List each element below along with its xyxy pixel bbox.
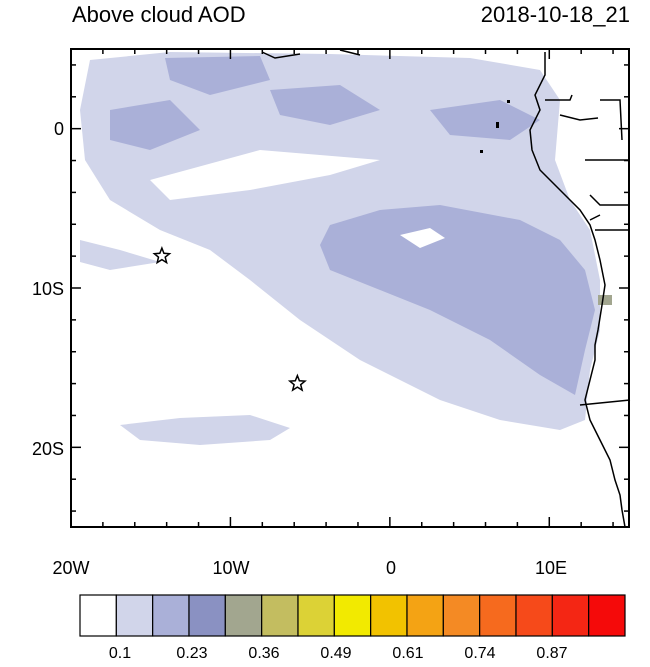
colorbar-swatch (551, 594, 590, 637)
colorbar-swatch (297, 594, 335, 637)
x-label-0: 0 (385, 558, 396, 578)
aod-region-medium-5 (430, 100, 540, 140)
island-3 (480, 150, 483, 153)
colorbar-label-7: 0.87 (536, 645, 568, 662)
colorbar (79, 594, 626, 637)
island-1 (496, 122, 499, 128)
colorbar-swatch (115, 594, 154, 637)
aod-region-medium-3 (270, 85, 380, 125)
colorbar-label-1: 0.1 (108, 645, 132, 662)
axis-ticks (70, 49, 629, 527)
colorbar-swatch (442, 594, 481, 637)
colorbar-label-3: 0.36 (248, 645, 280, 662)
aod-region-medium-4 (110, 100, 200, 150)
aod-gap-2 (150, 150, 380, 200)
station-markers (152, 246, 307, 392)
colorbar-label-6: 0.74 (464, 645, 496, 662)
y-label-20s: 20S (31, 439, 64, 459)
colorbar-swatch (261, 594, 299, 637)
colorbar-swatch (79, 594, 117, 637)
islands (480, 100, 510, 153)
colorbar-swatch (370, 594, 408, 637)
colorbar-swatch (333, 594, 372, 637)
aod-region-light-2 (120, 415, 290, 445)
colorbar-swatch (188, 594, 226, 637)
colorbar-swatch (588, 594, 626, 637)
aod-region-medium-2 (165, 56, 270, 95)
star-marker-1 (152, 246, 172, 265)
y-label-0: 0 (53, 119, 64, 139)
colorbar-swatch (152, 594, 190, 637)
x-label-10w: 10W (212, 558, 250, 578)
timestamp: 2018-10-18_21 (480, 2, 630, 27)
aod-gap (400, 228, 445, 248)
colorbar-label-4: 0.49 (320, 645, 352, 662)
star-marker-2 (287, 373, 307, 392)
x-label-10e: 10E (534, 558, 568, 578)
coastline (261, 49, 631, 528)
aod-region-medium (320, 205, 595, 395)
country-borders (545, 94, 631, 406)
gulf-border (261, 49, 361, 59)
africa-coastline (529, 52, 626, 528)
aod-region-light-3 (80, 240, 160, 270)
map-title: Above cloud AOD (72, 2, 246, 27)
aod-region-high (598, 295, 612, 305)
colorbar-swatch (515, 594, 553, 637)
colorbar-label-2: 0.23 (176, 645, 208, 662)
colorbar-swatch (479, 594, 517, 637)
colorbar-swatch (406, 594, 444, 637)
colorbar-label-5: 0.61 (392, 645, 424, 662)
colorbar-swatch (224, 594, 263, 637)
island-2 (507, 100, 510, 103)
aod-field (80, 52, 612, 445)
x-label-20w: 20W (52, 558, 90, 578)
y-label-10s: 10S (31, 279, 64, 299)
